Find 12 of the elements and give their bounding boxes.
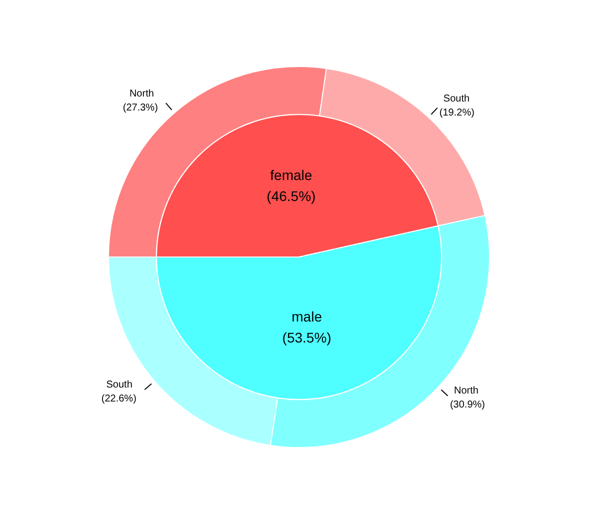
slice-label: South <box>443 93 470 104</box>
slice-label: male <box>292 308 322 325</box>
data-label: (22.6%) <box>101 393 136 404</box>
data-label: (46.5%) <box>266 188 316 204</box>
slice-label: South <box>106 379 132 390</box>
data-label: (30.9%) <box>450 400 485 411</box>
data-label: (19.2%) <box>439 107 474 118</box>
slice-label: North <box>454 386 478 397</box>
data-label: (53.5%) <box>282 330 332 346</box>
slice-label: North <box>129 88 154 100</box>
data-label: (27.3%) <box>122 102 158 114</box>
slice-label: female <box>270 167 312 184</box>
